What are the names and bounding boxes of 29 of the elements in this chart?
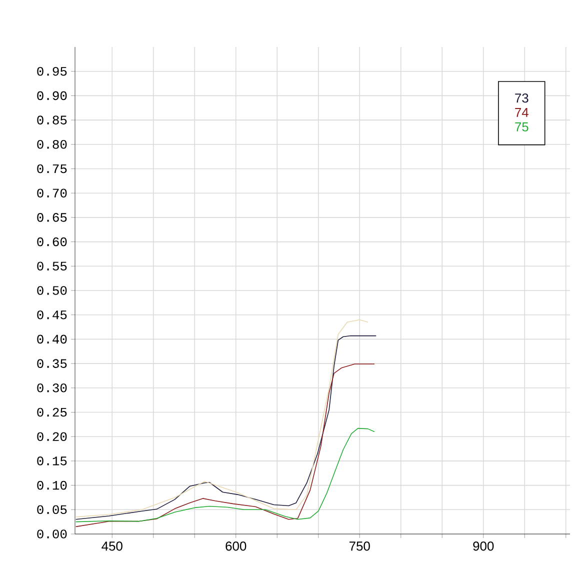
y-tick-label: 0.10 — [37, 480, 67, 490]
text: 74 — [515, 108, 528, 117]
y-tick-label: 0.45 — [37, 310, 67, 320]
y-tick-label: 0.85 — [37, 116, 67, 124]
y-tick-label: 0.90 — [37, 91, 67, 100]
line-series — [75, 428, 375, 522]
y-tick-label: 0.15 — [37, 456, 67, 466]
y-tick-label: 0.65 — [37, 213, 67, 222]
text: 73 — [515, 93, 528, 103]
y-tick-label: 0.20 — [37, 432, 67, 441]
y-tick-label: 0.55 — [37, 262, 67, 271]
y-tick-label: 0.75 — [37, 164, 67, 174]
y-tick-label: 0.05 — [37, 505, 67, 514]
y-tick-label: 0.25 — [37, 408, 67, 417]
x-tick-label: 450 — [102, 542, 122, 551]
line-series — [75, 364, 375, 528]
y-tick-label: 0.40 — [37, 334, 67, 344]
y-tick-label: 0.00 — [37, 530, 67, 538]
y-tick-label: 0.95 — [37, 66, 67, 76]
text: 75 — [515, 122, 528, 132]
x-tick-label: 600 — [226, 542, 246, 551]
y-tick-label: 0.80 — [37, 140, 67, 149]
y-tick-label: 0.70 — [37, 188, 67, 198]
x-tick-label: 750 — [349, 542, 370, 551]
y-tick-label: 0.60 — [37, 237, 67, 246]
y-tick-label: 0.35 — [37, 359, 67, 368]
y-tick-label: 0.50 — [37, 286, 67, 295]
x-tick-label: 900 — [473, 542, 494, 551]
y-tick-label: 0.30 — [37, 383, 67, 392]
